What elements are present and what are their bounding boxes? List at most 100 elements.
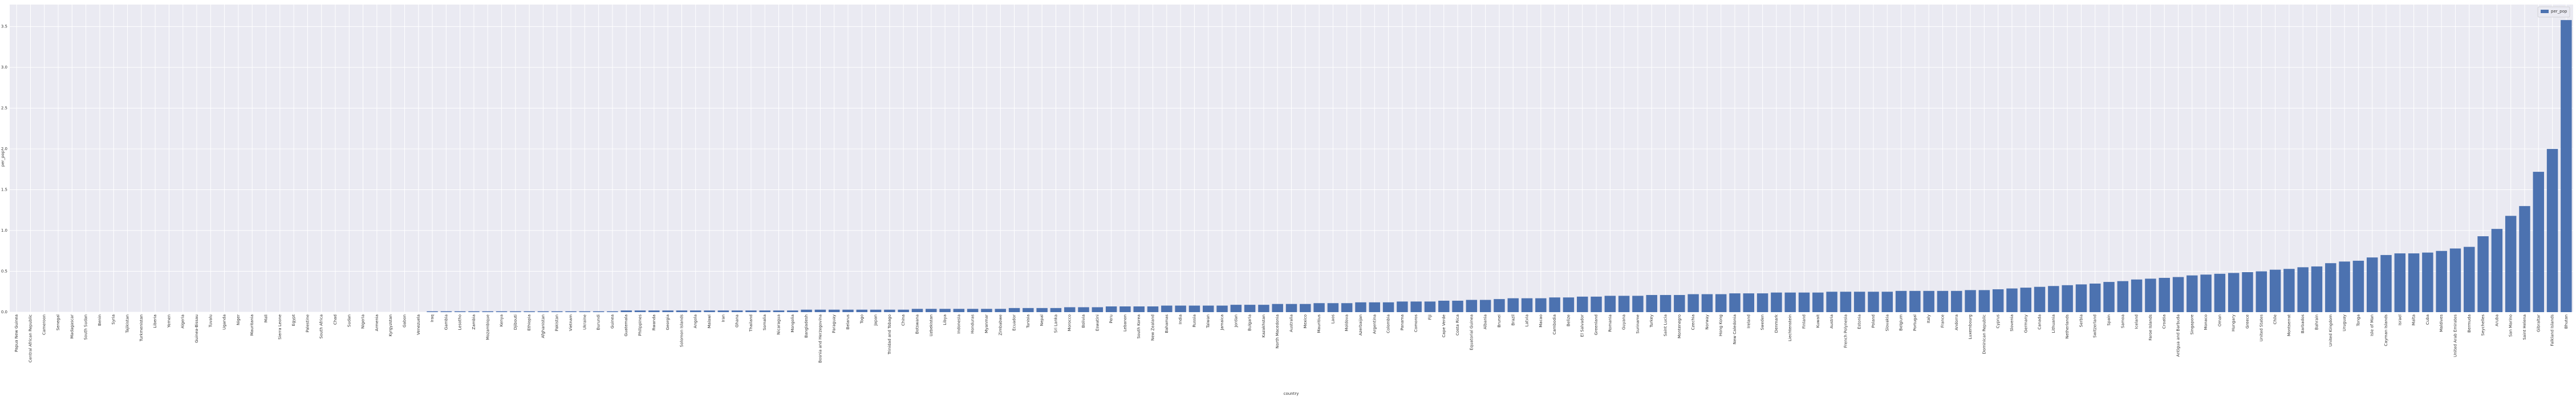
bar bbox=[2131, 279, 2143, 312]
bar bbox=[1895, 290, 1907, 312]
x-tick-label: Croatia bbox=[2162, 314, 2167, 329]
x-tick-label: French Polynesia bbox=[1843, 314, 1848, 348]
x-tick-label: Canada bbox=[2038, 314, 2042, 330]
x-tick-label: Albania bbox=[1483, 314, 1488, 329]
bar bbox=[2200, 274, 2212, 312]
x-tick-label: China bbox=[901, 314, 906, 326]
x-tick-label: Senegal bbox=[56, 314, 60, 330]
bar bbox=[2255, 271, 2267, 312]
x-tick-label: Myanmar bbox=[984, 314, 989, 333]
bar bbox=[1826, 292, 1837, 312]
x-tick-label: Sweden bbox=[1760, 314, 1765, 330]
x-tick-label: France bbox=[1940, 314, 1945, 328]
x-tick-label: Mauritania bbox=[250, 314, 254, 336]
x-tick-label: Central African Republic bbox=[28, 314, 33, 362]
bar bbox=[1230, 305, 1242, 312]
x-tick-label: Guyana bbox=[1622, 314, 1626, 330]
bar bbox=[2062, 285, 2073, 312]
x-tick-label: Mongolia bbox=[790, 314, 795, 333]
x-tick-label: Japan bbox=[874, 314, 878, 326]
x-tick-label: Nigeria bbox=[361, 314, 366, 329]
x-tick-label: United Arab Emirates bbox=[2453, 314, 2457, 357]
x-tick-label: Guinea bbox=[610, 314, 615, 329]
x-tick-label: New Caledonia bbox=[1733, 314, 1737, 344]
x-tick-label: Sri Lanka bbox=[1053, 314, 1058, 333]
x-tick-label: Mozambique bbox=[485, 314, 490, 340]
x-tick-label: Greece bbox=[2245, 314, 2250, 329]
bar bbox=[1202, 305, 1214, 312]
x-tick-label: Costa Rica bbox=[1455, 314, 1460, 336]
bar bbox=[2214, 273, 2226, 312]
y-tick-label: 1.5 bbox=[1, 188, 7, 192]
bar bbox=[1909, 290, 1921, 312]
bar bbox=[2394, 253, 2406, 312]
x-tick-label: Panama bbox=[1400, 314, 1405, 330]
x-tick-label: United Kingdom bbox=[2328, 314, 2333, 346]
x-tick-label: Uruguay bbox=[2342, 314, 2347, 332]
bar bbox=[1161, 305, 1173, 312]
x-tick-label: Slovenia bbox=[2010, 314, 2014, 332]
x-tick-label: Estonia bbox=[1857, 314, 1862, 329]
x-tick-label: Papua New Guinea bbox=[14, 314, 19, 352]
x-tick-label: Dominican Republic bbox=[1982, 314, 1986, 354]
y-tick-label: 3.5 bbox=[1, 25, 7, 29]
bar bbox=[2311, 266, 2323, 312]
bar bbox=[704, 310, 715, 312]
x-tick-label: Yemen bbox=[167, 314, 171, 328]
x-tick-label: Ecuador bbox=[1012, 314, 1017, 331]
x-tick-label: Bolivia bbox=[1081, 314, 1086, 328]
bar bbox=[1008, 308, 1020, 312]
bar bbox=[2464, 247, 2475, 312]
bar bbox=[828, 309, 840, 312]
x-tick-label: Peru bbox=[1109, 314, 1114, 324]
bar bbox=[689, 310, 701, 312]
x-tick-label: Turkmenistan bbox=[139, 314, 144, 342]
x-tick-label: Belgium bbox=[1899, 314, 1904, 331]
x-tick-label: Argentina bbox=[1372, 314, 1377, 334]
bar bbox=[2519, 206, 2530, 312]
x-tick-label: Czechia bbox=[1691, 314, 1695, 330]
x-tick-label: Malta bbox=[2412, 314, 2416, 325]
x-tick-label: Cameroon bbox=[42, 314, 47, 335]
bar bbox=[939, 309, 951, 312]
bar bbox=[759, 310, 770, 312]
y-tick-label: 2.5 bbox=[1, 106, 7, 111]
bar bbox=[1632, 296, 1644, 312]
bar bbox=[2505, 216, 2517, 312]
bar bbox=[2477, 236, 2489, 312]
bar bbox=[2034, 286, 2046, 312]
x-tick-label: Cape Verde bbox=[1442, 314, 1446, 337]
bar bbox=[1840, 292, 1852, 312]
y-tick-label: 0.5 bbox=[1, 269, 7, 274]
x-tick-label: Kuwait bbox=[1816, 314, 1820, 328]
x-tick-label: Romania bbox=[1608, 314, 1612, 332]
x-tick-label: Luxembourg bbox=[1968, 314, 1973, 340]
bar bbox=[2339, 261, 2350, 312]
bar bbox=[1105, 306, 1117, 312]
x-tick-label: Armenia bbox=[375, 314, 379, 331]
bar bbox=[953, 309, 965, 312]
bar bbox=[620, 310, 632, 312]
bar bbox=[1424, 301, 1436, 312]
bar bbox=[1092, 307, 1104, 312]
bar bbox=[2436, 250, 2447, 312]
x-tick-label: Guatemala bbox=[624, 314, 628, 337]
x-tick-label: Burundi bbox=[597, 314, 601, 330]
bar bbox=[2297, 267, 2309, 312]
x-tick-label: Falkland Islands bbox=[2550, 314, 2555, 346]
bar bbox=[1577, 296, 1588, 312]
x-tick-label: Paraguay bbox=[832, 314, 837, 333]
bar bbox=[1812, 292, 1824, 312]
y-tick-label: 3.0 bbox=[1, 65, 7, 70]
bar bbox=[1868, 292, 1879, 312]
x-tick-label: Monaco bbox=[2204, 314, 2208, 330]
x-tick-label: Indonesia bbox=[956, 314, 961, 334]
bar bbox=[1701, 294, 1713, 312]
x-tick-label: Germany bbox=[2023, 314, 2028, 333]
bar bbox=[648, 310, 660, 312]
x-tick-label: Lebanon bbox=[1123, 314, 1127, 332]
bar bbox=[1881, 292, 1893, 312]
x-tick-label: Greenland bbox=[1594, 314, 1599, 335]
x-tick-label: Morocco bbox=[1068, 314, 1072, 331]
